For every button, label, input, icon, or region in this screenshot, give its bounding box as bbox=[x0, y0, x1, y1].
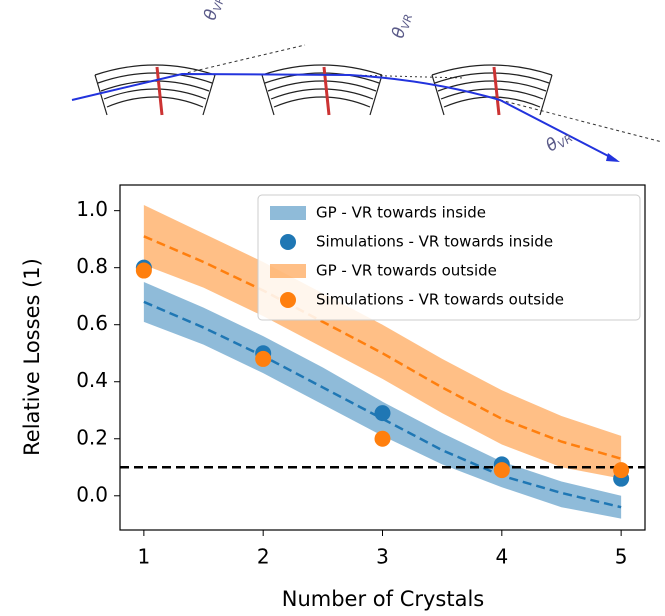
crystal-plane bbox=[434, 72, 550, 84]
crystal-plane bbox=[264, 72, 380, 84]
arrow-head bbox=[606, 153, 620, 162]
crystal-plane bbox=[97, 72, 213, 84]
crystal-edge bbox=[261, 74, 383, 116]
x-tick-label: 3 bbox=[376, 545, 389, 569]
crystal-marker bbox=[155, 66, 164, 116]
subscript: VR bbox=[211, 0, 227, 13]
y-tick-label: 0.2 bbox=[76, 425, 108, 449]
y-tick-label: 0.4 bbox=[76, 368, 108, 392]
legend-swatch bbox=[270, 264, 306, 278]
crystal-edge bbox=[431, 74, 553, 116]
legend-marker bbox=[280, 292, 296, 308]
y-axis-label: Relative Losses (1) bbox=[20, 258, 44, 456]
crystal-plane bbox=[267, 80, 377, 92]
tangent bbox=[181, 44, 306, 75]
trajectory bbox=[71, 72, 617, 161]
mean-line bbox=[143, 235, 622, 460]
legend-label: Simulations - VR towards inside bbox=[316, 233, 553, 251]
y-tick-label: 0.6 bbox=[76, 311, 108, 335]
crystal-plane bbox=[106, 96, 204, 108]
theta-label: θVR bbox=[200, 0, 227, 23]
tangent bbox=[499, 99, 663, 143]
data-point bbox=[374, 405, 391, 422]
mean-line bbox=[143, 300, 622, 509]
crystal-plane bbox=[94, 64, 216, 76]
x-tick-label: 4 bbox=[495, 545, 508, 569]
y-tick-label: 0.0 bbox=[76, 482, 108, 506]
crystal-plane bbox=[440, 88, 544, 100]
x-tick-label: 1 bbox=[137, 545, 150, 569]
confidence-band bbox=[143, 281, 622, 519]
legend-box bbox=[257, 194, 641, 321]
legend-label: GP - VR towards inside bbox=[316, 204, 486, 222]
theta-label: θVR bbox=[388, 11, 415, 41]
legend-label: Simulations - VR towards outside bbox=[316, 291, 564, 309]
crystal-plane bbox=[103, 88, 207, 100]
crystal-plane bbox=[261, 64, 383, 76]
data-point bbox=[613, 462, 630, 479]
x-tick-label: 5 bbox=[615, 545, 628, 569]
data-point bbox=[493, 462, 510, 479]
tangent bbox=[349, 74, 466, 79]
legend-label: GP - VR towards outside bbox=[316, 262, 497, 280]
x-axis-label: Number of Crystals bbox=[282, 587, 485, 611]
crystal-plane bbox=[270, 88, 374, 100]
y-tick-label: 1.0 bbox=[76, 197, 108, 221]
subscript: VR bbox=[399, 13, 415, 31]
crystal-marker bbox=[492, 66, 501, 116]
crystal-plane bbox=[431, 64, 553, 76]
data-point bbox=[135, 262, 152, 279]
data-point bbox=[374, 430, 391, 447]
data-point bbox=[255, 350, 272, 367]
crystal-plane bbox=[273, 96, 371, 108]
x-tick-label: 2 bbox=[257, 545, 270, 569]
crystal-edge bbox=[94, 74, 216, 116]
legend-marker bbox=[280, 234, 296, 250]
y-tick-label: 0.8 bbox=[76, 254, 108, 278]
legend-swatch bbox=[270, 206, 306, 220]
